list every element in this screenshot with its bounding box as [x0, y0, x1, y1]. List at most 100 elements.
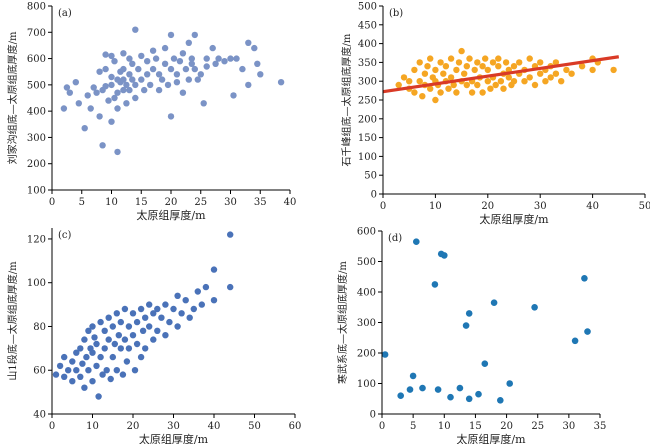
data-point-a — [129, 76, 136, 83]
y-tick-label-b: 500 — [358, 2, 377, 13]
data-point-c — [182, 297, 189, 304]
data-point-a — [144, 71, 151, 78]
data-point-b — [537, 70, 544, 77]
data-point-c — [198, 301, 205, 308]
data-point-c — [194, 288, 201, 295]
data-point-a — [209, 44, 216, 52]
panel-label-d: (d) — [388, 233, 402, 244]
data-point-d — [490, 299, 498, 307]
x-tick-label-a: 10 — [105, 197, 118, 208]
y-tick-label-d: 300 — [357, 318, 376, 329]
data-point-c — [111, 340, 119, 348]
data-point-a — [120, 65, 127, 73]
data-point-a — [233, 55, 240, 62]
data-point-b — [424, 62, 431, 70]
data-point-c — [202, 283, 210, 291]
data-point-a — [114, 89, 121, 96]
data-point-c — [123, 358, 131, 365]
data-point-c — [60, 373, 68, 380]
data-point-a — [167, 65, 175, 73]
y-tick-label-d: 400 — [357, 288, 376, 299]
data-point-c — [125, 345, 133, 352]
data-point-a — [96, 113, 103, 120]
data-point-d — [419, 384, 426, 392]
x-tick-label-d: 30 — [562, 421, 575, 432]
data-point-a — [102, 51, 109, 58]
x-axis-label-a: 太原组厚度/m — [136, 208, 206, 222]
data-point-c — [83, 353, 90, 361]
data-point-a — [158, 76, 166, 83]
chart-c: 0 10 20 30 40 50 60 40 60 80 100 120 (c) 太原组厚度/m 山1段底—… — [6, 228, 301, 444]
data-point-c — [113, 310, 121, 317]
y-tick-label-b: 0 — [371, 190, 377, 201]
data-point-a — [111, 58, 118, 65]
panel-label-c: (c) — [58, 230, 72, 241]
data-point-c — [142, 345, 149, 352]
data-point-c — [85, 327, 92, 334]
y-tick-label-b: 300 — [358, 77, 377, 88]
data-point-c — [162, 332, 169, 339]
data-point-b — [552, 59, 560, 66]
data-point-a — [191, 65, 198, 73]
data-point-b — [505, 74, 512, 81]
data-point-a — [108, 73, 115, 81]
data-point-c — [73, 367, 80, 374]
data-point-c — [79, 360, 86, 367]
data-point-a — [126, 71, 133, 78]
data-point-b — [510, 78, 518, 85]
data-point-c — [117, 345, 125, 352]
data-point-b — [552, 70, 560, 77]
data-point-a — [185, 39, 192, 46]
y-tick-label-b: 450 — [358, 20, 377, 31]
data-point-d — [413, 238, 420, 245]
data-point-a — [102, 83, 109, 90]
data-point-c — [146, 323, 153, 330]
data-point-a — [123, 81, 130, 89]
y-tick-label-a: 200 — [27, 159, 46, 170]
data-point-c — [158, 314, 165, 321]
x-tick-label-d: 35 — [594, 421, 607, 432]
data-point-a — [230, 92, 237, 99]
data-point-c — [139, 327, 147, 334]
y-tick-label-a: 700 — [27, 28, 46, 39]
data-point-a — [245, 39, 252, 46]
data-point-a — [108, 52, 115, 60]
data-point-c — [174, 323, 181, 330]
data-point-b — [500, 85, 507, 92]
data-point-a — [90, 84, 97, 91]
x-tick-label-d: 0 — [379, 421, 385, 432]
data-point-a — [173, 79, 181, 86]
data-point-b — [510, 62, 518, 70]
x-tick-label-b: 20 — [481, 201, 494, 212]
y-tick-label-a: 300 — [27, 133, 46, 144]
data-point-d — [581, 275, 588, 282]
y-tick-label-b: 250 — [358, 96, 377, 107]
data-point-a — [170, 55, 178, 62]
data-point-a — [161, 44, 169, 52]
y-axis-label-a: 刘家沟组底—太原组底厚度/m — [6, 31, 19, 164]
x-tick-label-a: 20 — [165, 197, 178, 208]
y-tick-label-a: 800 — [27, 2, 46, 13]
data-point-a — [99, 142, 106, 149]
data-point-c — [137, 353, 145, 361]
data-point-c — [186, 314, 193, 321]
data-point-b — [495, 55, 502, 62]
data-point-c — [146, 301, 153, 308]
data-point-d — [584, 328, 591, 335]
x-axis-label-c: 太原组厚度/m — [139, 432, 209, 444]
data-point-b — [589, 66, 596, 74]
data-point-b — [521, 78, 528, 85]
data-point-c — [113, 367, 121, 374]
y-tick-label-c: 40 — [33, 410, 46, 421]
data-point-c — [162, 301, 169, 308]
data-point-a — [120, 86, 127, 94]
x-tick-label-a: 25 — [194, 197, 207, 208]
data-point-b — [416, 78, 423, 85]
x-tick-label-a: 40 — [284, 197, 297, 208]
data-point-b — [419, 93, 426, 100]
data-point-c — [150, 310, 157, 317]
data-point-c — [227, 283, 234, 291]
x-tick-label-c: 60 — [289, 421, 302, 432]
data-point-b — [537, 59, 544, 66]
data-point-a — [182, 65, 190, 73]
